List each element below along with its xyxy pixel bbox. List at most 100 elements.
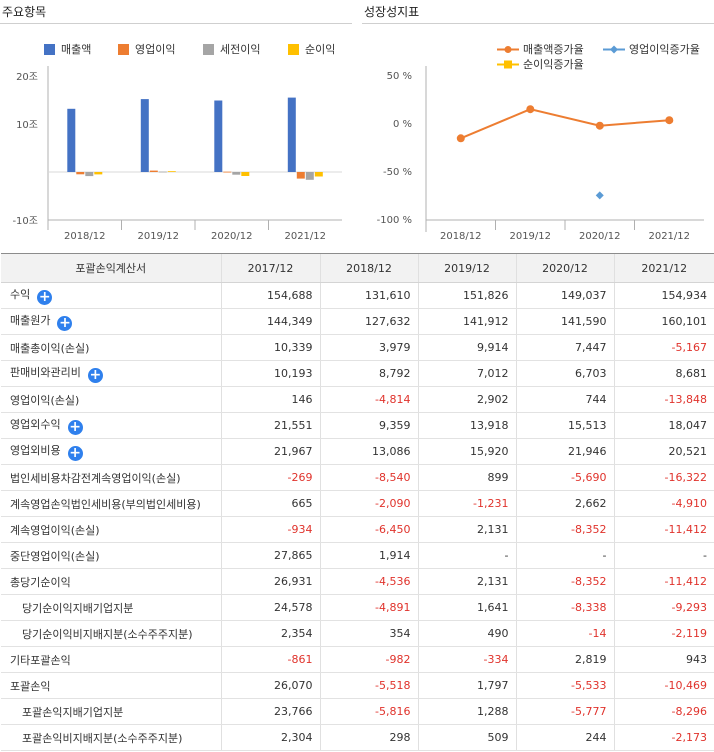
value-cell: -10,469 xyxy=(613,672,714,699)
value-cell: 26,070 xyxy=(220,672,320,699)
x-tick-label: 2019/12 xyxy=(137,231,179,242)
bar-1-0[interactable] xyxy=(140,99,149,172)
value-cell: 23,766 xyxy=(220,698,320,725)
table-row: 판매비와관리비 +10,193 8,792 7,012 6,703 8,681 xyxy=(1,360,714,387)
bar-0-2[interactable] xyxy=(85,172,94,177)
bar-2-3[interactable] xyxy=(241,172,250,176)
value-cell: 8,792 xyxy=(319,360,418,387)
value-cell: -4,814 xyxy=(319,386,418,413)
expand-row-button[interactable]: + xyxy=(67,419,83,435)
bar-3-0[interactable] xyxy=(287,97,296,172)
value-cell: - xyxy=(515,542,614,569)
value-cell: 151,826 xyxy=(417,282,516,309)
point-0-0[interactable] xyxy=(456,134,465,143)
legend-item-revenue-growth[interactable]: 매출액증가율 xyxy=(497,41,584,57)
table-row: 포괄손익 26,070 -5,518 1,797 -5,533 -10,469 xyxy=(1,672,714,699)
row-label: 수익 xyxy=(10,288,31,301)
value-cell: 13,918 xyxy=(417,412,516,439)
growth-line-chart: 50 % 0 % -50 % -100 % 2018/12 2019/12 2020… xyxy=(377,66,704,242)
table-header-row: 포괄손익계산서 2017/12 2018/12 2019/12 2020/12 … xyxy=(1,253,714,283)
row-label-cell: 기타포괄손익 xyxy=(1,646,221,673)
value-cell: -5,167 xyxy=(613,334,714,361)
legend-item-net-income-growth[interactable]: 순이익증가율 xyxy=(497,56,584,72)
legend-swatch xyxy=(203,43,214,55)
value-cell: 131,610 xyxy=(319,282,418,309)
value-cell: 10,339 xyxy=(220,334,320,361)
value-cell: -5,816 xyxy=(319,698,418,725)
table-row: 포괄손익비지배지분(소수주주지분) 2,304 298 509 244 -2,173 xyxy=(1,724,714,751)
growth-chart-title: 성장성지표 xyxy=(364,5,420,19)
bar-1-2[interactable] xyxy=(158,171,167,173)
bar-1-1[interactable] xyxy=(149,170,158,172)
table-row: 포괄손익지배기업지분 23,766 -5,816 1,288 -5,777 -8,296 xyxy=(1,698,714,725)
value-cell: 509 xyxy=(417,724,516,751)
bar-0-3[interactable] xyxy=(94,172,103,175)
row-label-cell: 중단영업이익(손실) xyxy=(1,542,221,569)
bar-3-2[interactable] xyxy=(305,172,314,180)
expand-row-button[interactable]: + xyxy=(57,315,73,331)
bar-2-2[interactable] xyxy=(232,172,241,175)
x-tick-label: 2020/12 xyxy=(579,231,621,242)
row-label: 당기순이익비지배지분(소수주주지분) xyxy=(22,627,193,641)
main-chart-divider xyxy=(0,23,352,24)
point-0-3[interactable] xyxy=(665,116,674,125)
legend-item-net-income[interactable]: 순이익 xyxy=(288,41,335,57)
value-cell: -2,173 xyxy=(613,724,714,751)
legend-marker xyxy=(497,60,519,68)
bar-3-3[interactable] xyxy=(314,172,323,177)
value-cell: -9,293 xyxy=(613,594,714,621)
row-label: 기타포괄손익 xyxy=(10,653,71,667)
value-cell: -269 xyxy=(220,464,320,491)
value-cell: 665 xyxy=(220,490,320,517)
value-cell: -8,540 xyxy=(319,464,418,491)
point-0-1[interactable] xyxy=(526,105,535,114)
value-cell: -4,891 xyxy=(319,594,418,621)
value-cell: 744 xyxy=(515,386,614,413)
bar-0-1[interactable] xyxy=(76,172,85,175)
row-label-cell: 매출총이익(손실) xyxy=(1,334,221,361)
value-cell: 2,819 xyxy=(515,646,614,673)
value-cell: 141,912 xyxy=(417,308,516,335)
value-cell: 21,946 xyxy=(515,438,614,465)
point-1-2[interactable] xyxy=(595,191,604,200)
value-cell: 244 xyxy=(515,724,614,751)
bar-3-1[interactable] xyxy=(296,172,305,179)
point-0-2[interactable] xyxy=(595,121,604,130)
legend-item-operating-income[interactable]: 영업이익 xyxy=(118,41,175,57)
bar-0-0[interactable] xyxy=(67,108,76,172)
value-cell: 24,578 xyxy=(220,594,320,621)
expand-row-button[interactable]: + xyxy=(67,445,83,461)
legend-item-op-income-growth[interactable]: 영업이익증가율 xyxy=(603,41,700,57)
value-cell: -5,777 xyxy=(515,698,614,725)
row-label-cell: 계속영업이익(손실) xyxy=(1,516,221,543)
value-cell: -5,690 xyxy=(515,464,614,491)
value-cell: 6,703 xyxy=(515,360,614,387)
legend-label: 매출액 xyxy=(61,43,92,56)
legend-swatch xyxy=(288,43,299,55)
value-cell: 13,086 xyxy=(319,438,418,465)
column-header: 2019/12 xyxy=(417,253,516,283)
value-cell: 144,349 xyxy=(220,308,320,335)
x-tick-label: 2018/12 xyxy=(64,231,106,242)
row-label-cell: 법인세비용차감전계속영업이익(손실) xyxy=(1,464,221,491)
y-tick-label: -50 % xyxy=(383,167,412,178)
column-header: 포괄손익계산서 xyxy=(1,253,221,283)
value-cell: 2,131 xyxy=(417,516,516,543)
legend-item-revenue[interactable]: 매출액 xyxy=(44,41,91,57)
bar-marks xyxy=(48,97,342,180)
expand-row-button[interactable]: + xyxy=(87,367,103,383)
legend-item-pretax-income[interactable]: 세전이익 xyxy=(203,41,260,57)
value-cell: 160,101 xyxy=(613,308,714,335)
table-row: 수익 +154,688 131,610 151,826 149,037 154,934 xyxy=(1,282,714,309)
value-cell: -8,338 xyxy=(515,594,614,621)
bar-2-0[interactable] xyxy=(214,100,223,173)
bar-1-3[interactable] xyxy=(167,171,176,172)
table-row: 영업외비용 +21,967 13,086 15,920 21,946 20,521 xyxy=(1,438,714,465)
bar-2-1[interactable] xyxy=(223,171,232,173)
value-cell: 9,359 xyxy=(319,412,418,439)
expand-row-button[interactable]: + xyxy=(37,289,53,305)
row-label-cell: 영업외수익 + xyxy=(1,412,221,439)
row-label: 포괄손익지배기업지분 xyxy=(22,705,124,719)
row-label: 영업이익(손실) xyxy=(10,393,80,407)
row-label: 매출총이익(손실) xyxy=(10,341,90,355)
